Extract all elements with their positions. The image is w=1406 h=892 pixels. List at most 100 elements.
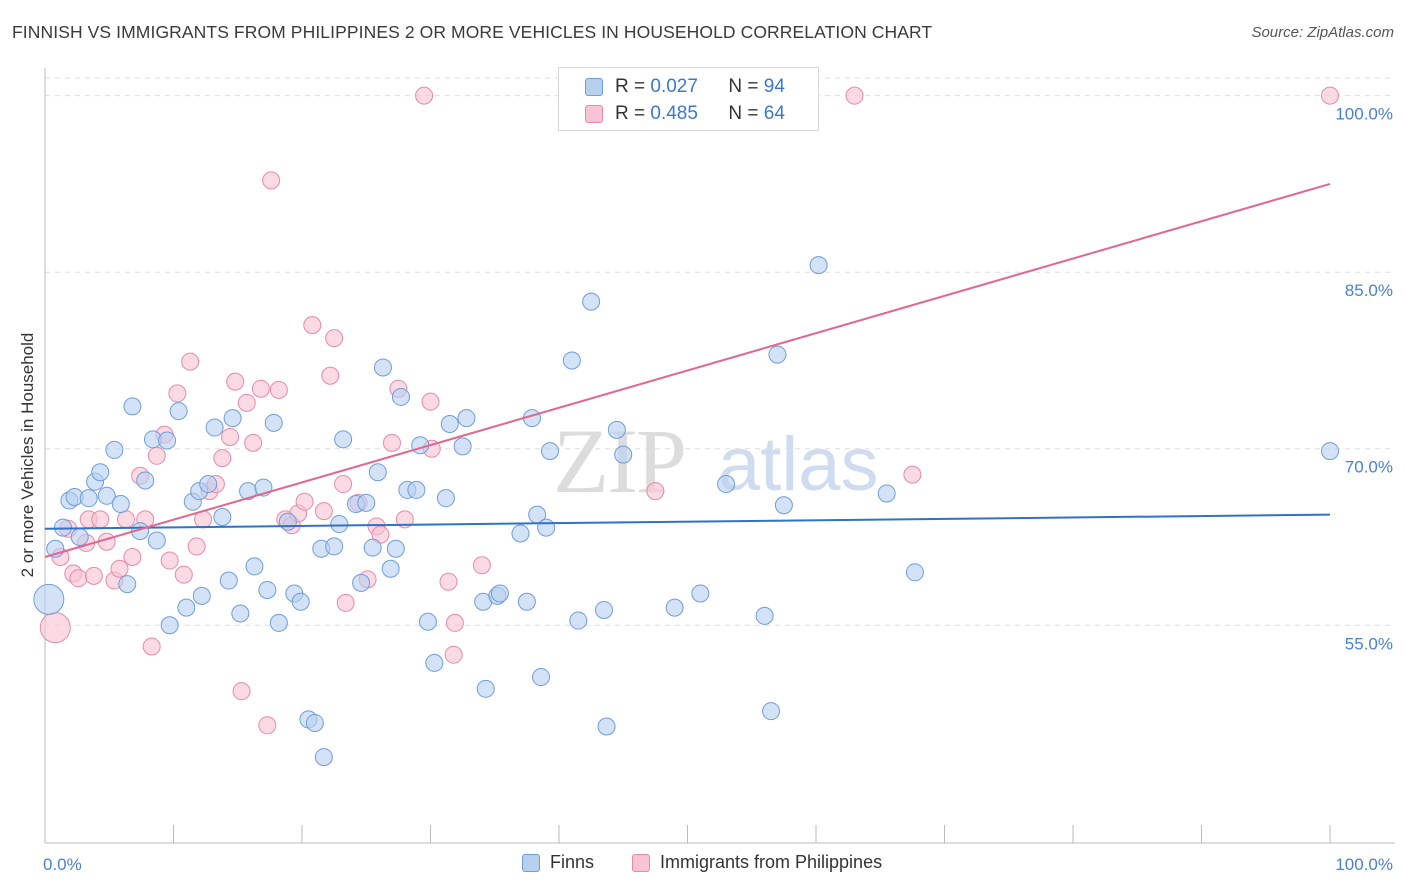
y-tick-label: 70.0%: [1345, 458, 1393, 477]
correlation-legend: R = 0.027 N = 94 R = 0.485 N = 64: [558, 67, 819, 131]
data-point: [123, 548, 142, 567]
data-point: [445, 613, 464, 632]
data-point: [205, 418, 224, 437]
data-point: [1321, 86, 1339, 105]
data-point: [325, 537, 344, 556]
data-point: [541, 442, 560, 461]
data-point: [232, 682, 251, 701]
data-point: [425, 653, 444, 672]
data-point: [381, 559, 400, 578]
data-point: [91, 463, 110, 482]
data-point: [187, 537, 206, 556]
data-point: [691, 584, 710, 603]
data-point: [569, 611, 588, 630]
data-point: [295, 492, 314, 511]
bottom-legend-finns: Finns: [522, 852, 594, 873]
data-point: [147, 446, 166, 465]
bottom-legend-philippines: Immigrants from Philippines: [632, 852, 882, 873]
data-point: [407, 480, 426, 499]
data-point: [245, 557, 264, 576]
data-point: [79, 489, 98, 508]
data-point: [614, 445, 633, 464]
data-point: [291, 592, 310, 611]
data-point: [386, 539, 405, 558]
legend-row-finns: R = 0.027 N = 94: [585, 76, 785, 98]
data-point: [33, 583, 65, 615]
data-point: [646, 482, 665, 501]
data-point: [532, 668, 551, 687]
data-point: [136, 471, 155, 490]
data-point: [809, 256, 828, 275]
data-point: [174, 565, 193, 584]
data-point: [219, 571, 238, 590]
legend-n-label: N =: [728, 76, 759, 97]
data-point: [123, 397, 142, 416]
x-tick-label: 100.0%: [1335, 855, 1393, 874]
data-point: [607, 420, 626, 439]
data-point: [262, 171, 281, 190]
data-point: [269, 613, 288, 632]
data-point: [118, 575, 137, 594]
data-point: [269, 380, 288, 399]
legend-r-value: 0.027: [650, 76, 698, 97]
source-label: Source: ZipAtlas.com: [1251, 24, 1394, 41]
finns-legend-label: Finns: [550, 852, 595, 872]
data-point: [160, 551, 179, 570]
data-point: [511, 524, 530, 543]
data-point: [258, 716, 277, 735]
data-point: [169, 402, 188, 421]
data-point: [264, 413, 283, 432]
data-point: [352, 573, 371, 592]
legend-r-label: R =: [615, 103, 646, 124]
y-tick-label: 100.0%: [1335, 105, 1393, 124]
legend-n-value: 64: [763, 103, 785, 124]
data-point: [69, 569, 88, 588]
series-finns-points: [33, 256, 1339, 767]
data-point: [231, 604, 250, 623]
data-point: [453, 437, 472, 456]
data-point: [330, 515, 349, 534]
finns-trend-line: [44, 513, 1331, 530]
data-point: [391, 387, 410, 406]
data-point: [395, 510, 414, 529]
data-point: [439, 572, 458, 591]
data-point: [415, 86, 434, 105]
tick-labels: 100.0% 85.0% 70.0% 55.0% 0.0% 100.0%: [43, 105, 1393, 874]
data-point: [905, 563, 924, 582]
data-point: [517, 592, 536, 611]
philippines-swatch: [585, 105, 603, 123]
data-point: [314, 748, 333, 767]
data-point: [160, 616, 179, 635]
data-point: [303, 316, 322, 335]
data-point: [357, 493, 376, 512]
y-tick-label: 55.0%: [1345, 634, 1393, 653]
data-point: [334, 430, 353, 449]
data-point: [436, 489, 455, 508]
data-point: [755, 606, 774, 625]
legend-n-value: 94: [763, 76, 785, 97]
data-point: [762, 702, 781, 721]
data-point: [258, 580, 277, 599]
finns-legend-swatch: [522, 853, 540, 872]
legend-row-philippines: R = 0.485 N = 64: [585, 103, 785, 125]
data-point: [774, 496, 793, 515]
data-point: [594, 600, 613, 619]
axes: [44, 68, 1395, 844]
watermark: ZIP atlas: [553, 410, 879, 512]
legend-r-label: R =: [615, 76, 646, 97]
data-point: [158, 431, 177, 450]
data-point: [665, 598, 684, 617]
data-point: [336, 593, 355, 612]
data-point: [768, 345, 787, 364]
data-point: [537, 518, 556, 537]
series-philippines-points: [39, 86, 1339, 735]
data-point: [314, 502, 333, 521]
data-point: [717, 475, 736, 494]
data-point: [440, 415, 459, 434]
data-point: [325, 329, 344, 348]
data-point: [305, 713, 324, 732]
data-point: [597, 717, 616, 736]
philippines-trend-line: [44, 182, 1331, 558]
data-point: [181, 352, 200, 371]
finns-swatch: [585, 78, 603, 96]
